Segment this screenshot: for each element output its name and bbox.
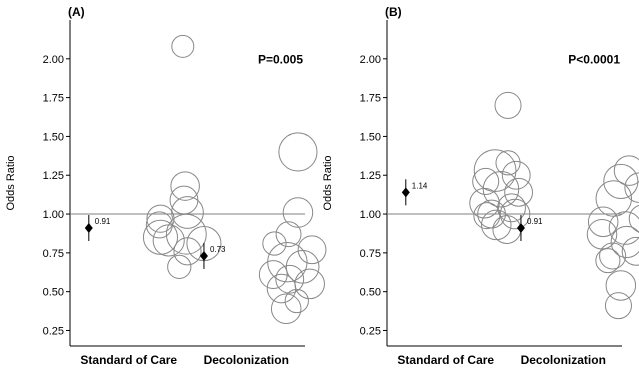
study-bubble [605, 270, 637, 301]
study-bubble [152, 224, 185, 257]
study-bubble [599, 242, 627, 270]
study-bubble [624, 172, 639, 203]
y-tick-label: 0.75 [360, 248, 381, 260]
mean-value-label: 0.91 [95, 217, 111, 226]
study-bubble [146, 204, 175, 233]
study-bubble [628, 204, 639, 233]
study-bubble [142, 219, 179, 255]
study-bubble [495, 150, 521, 176]
study-bubble [492, 215, 522, 244]
study-bubble [501, 160, 531, 190]
study-bubble [266, 273, 297, 304]
study-bubble [278, 132, 318, 172]
y-tick-label: 0.25 [43, 325, 64, 337]
p-value-label: P<0.0001 [568, 52, 620, 66]
study-bubble [294, 268, 325, 300]
mean-marker [84, 223, 93, 234]
study-bubble [165, 213, 207, 255]
p-value-label: P=0.005 [258, 52, 303, 66]
x-category-label: Standard of Care [397, 353, 494, 367]
y-axis-title: Odds Ratio [322, 155, 334, 210]
study-bubble [504, 177, 534, 207]
y-tick-label: 1.25 [43, 170, 64, 182]
y-tick-label: 1.00 [360, 209, 381, 221]
study-bubble [481, 209, 512, 241]
study-bubble [275, 221, 302, 248]
study-bubble [472, 167, 500, 195]
study-bubble [262, 231, 287, 256]
y-tick-label: 0.25 [360, 325, 381, 337]
study-bubble [258, 260, 288, 290]
study-bubble [171, 34, 195, 58]
study-bubble [469, 187, 500, 219]
study-bubble [608, 211, 639, 245]
study-bubble [473, 149, 517, 192]
study-bubble [610, 225, 639, 259]
study-bubble [603, 163, 639, 199]
study-bubble [297, 235, 327, 265]
study-bubble [284, 288, 309, 314]
study-bubble [270, 293, 302, 325]
mean-value-label: 0.91 [527, 217, 543, 226]
y-tick-label: 1.50 [360, 131, 381, 143]
panel-label: (A) [68, 5, 85, 19]
study-bubble [613, 155, 639, 186]
study-bubble [499, 198, 531, 230]
study-bubble [473, 202, 501, 230]
y-tick-label: 2.00 [43, 54, 64, 66]
study-bubble [171, 196, 204, 229]
x-category-label: Standard of Care [80, 353, 177, 367]
y-tick-label: 0.50 [360, 287, 381, 299]
study-bubble [170, 171, 200, 201]
study-bubble [587, 206, 619, 238]
x-category-label: Decolonization [521, 353, 606, 367]
y-tick-label: 0.50 [43, 287, 64, 299]
mean-marker [516, 223, 525, 234]
study-bubble [595, 248, 621, 274]
study-bubble [173, 237, 202, 266]
y-tick-label: 1.50 [43, 131, 64, 143]
y-axis-title: Odds Ratio [5, 155, 17, 210]
y-tick-label: 0.75 [43, 248, 64, 260]
study-bubble [604, 292, 632, 320]
study-bubble [167, 254, 192, 279]
study-bubble [621, 236, 639, 266]
y-tick-label: 1.00 [43, 209, 64, 221]
x-category-label: Decolonization [204, 353, 289, 367]
mean-marker [401, 187, 410, 198]
y-tick-label: 1.75 [43, 93, 64, 105]
study-bubble [275, 264, 305, 294]
study-bubble [586, 218, 618, 250]
study-bubble [482, 170, 520, 208]
y-tick-label: 1.75 [360, 93, 381, 105]
study-bubble [494, 91, 522, 119]
mean-value-label: 0.73 [210, 245, 226, 254]
study-bubble [282, 197, 314, 228]
mean-marker [199, 250, 208, 261]
mean-value-label: 1.14 [412, 181, 428, 190]
y-tick-label: 1.25 [360, 170, 381, 182]
y-tick-label: 2.00 [360, 54, 381, 66]
panel-label: (B) [385, 5, 402, 19]
